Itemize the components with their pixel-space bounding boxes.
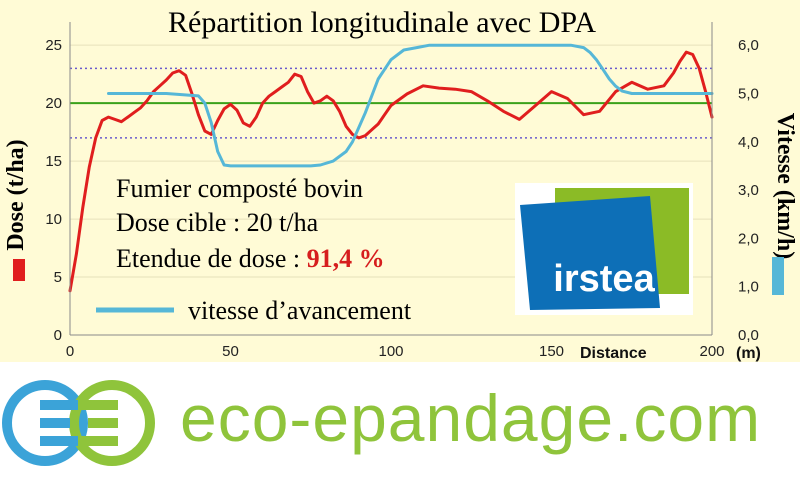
annotation-product: Fumier composté bovin [116,174,363,203]
left-tick-label: 20 [45,95,62,112]
irstea-logo-blue-block [520,196,660,310]
left-tick-label: 0 [54,327,62,344]
irstea-logo: irstea [515,183,693,315]
x-axis-unit: (m) [736,345,761,362]
irstea-logo-text: irstea [553,258,655,300]
annotation-dose-range-value: 91,4 % [307,244,385,273]
right-tick-label: 0,0 [738,327,759,344]
eco-epandage-logo-icon [2,380,155,466]
site-name: eco-epandage.com [180,381,762,455]
speed-series-line [107,43,714,168]
dose-series-line [68,50,714,293]
right-tick-label: 5,0 [738,85,759,102]
speed-legend-swatch [772,257,784,295]
x-tick-label: 0 [66,343,74,360]
site-brand-banner [0,362,800,484]
dose-legend-swatch [13,259,25,281]
right-tick-label: 2,0 [738,230,759,247]
logo-right-ring [69,380,155,466]
right-tick-label: 1,0 [738,279,759,296]
x-tick-label: 150 [539,343,564,360]
right-axis-ticks: 0,0 1,0 2,0 3,0 4,0 5,0 6,0 [738,37,759,344]
left-tick-label: 15 [45,153,62,170]
right-tick-label: 4,0 [738,134,759,151]
left-axis-ticks: 0 5 10 15 20 25 [45,37,62,344]
left-tick-label: 5 [54,269,62,286]
x-tick-label: 50 [222,343,239,360]
left-axis-label: Dose (t/ha) [3,139,29,250]
right-tick-label: 6,0 [738,37,759,54]
left-tick-label: 10 [45,211,62,228]
x-tick-label: 200 [699,343,724,360]
x-axis-ticks: 0 50 100 150 200 [66,343,725,360]
right-axis-label: Vitesse (km/h) [772,113,798,259]
annotation-target-dose: Dose cible : 20 t/ha [116,208,319,237]
series-layer [68,43,714,293]
annotation-dose-range: Etendue de dose : 91,4 % [116,244,385,273]
left-tick-label: 25 [45,37,62,54]
right-tick-label: 3,0 [738,182,759,199]
x-tick-label: 100 [378,343,403,360]
logo-left-ring [2,380,88,466]
x-axis-label: Distance [580,345,647,362]
speed-legend-label: vitesse d’avancement [188,296,412,325]
chart-title: Répartition longitudinale avec DPA [168,6,596,39]
annotation-dose-range-label: Etendue de dose : [116,244,307,273]
